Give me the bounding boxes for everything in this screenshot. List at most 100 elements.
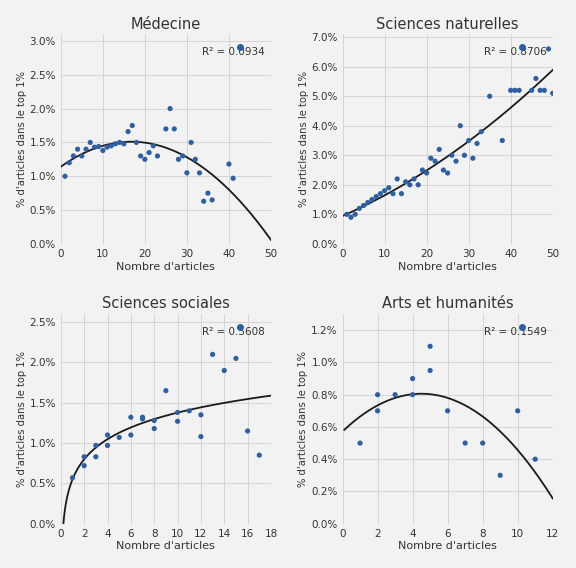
Point <box>187 138 196 147</box>
Point <box>435 145 444 154</box>
Point <box>132 138 141 147</box>
Point <box>452 157 461 166</box>
Point <box>351 210 360 219</box>
Point <box>243 427 252 436</box>
Point <box>485 91 494 101</box>
Point <box>527 86 536 95</box>
Point <box>548 89 558 98</box>
Point <box>182 168 191 177</box>
Y-axis label: % d'articles dans le top 1%: % d'articles dans le top 1% <box>298 71 309 207</box>
Point <box>530 454 540 463</box>
Title: Sciences sociales: Sciences sociales <box>102 296 230 311</box>
Point <box>123 127 132 136</box>
Point <box>372 192 381 201</box>
Point <box>422 169 431 178</box>
Point <box>367 195 377 204</box>
Title: Médecine: Médecine <box>131 16 201 32</box>
Point <box>98 146 108 155</box>
Point <box>195 168 204 177</box>
Point <box>373 390 382 399</box>
X-axis label: Nombre d'articles: Nombre d'articles <box>398 541 497 552</box>
Point <box>461 438 470 448</box>
Point <box>443 406 452 415</box>
Point <box>107 141 116 151</box>
Point <box>191 155 200 164</box>
Point <box>359 201 368 210</box>
Point <box>477 127 486 136</box>
Point <box>119 139 128 148</box>
Point <box>77 152 86 161</box>
Point <box>150 416 159 425</box>
Point <box>346 213 355 222</box>
Point <box>426 366 435 375</box>
Point <box>495 471 505 480</box>
Point <box>199 197 209 206</box>
Point <box>60 172 70 181</box>
Point <box>91 441 100 450</box>
Point <box>138 413 147 422</box>
Point <box>373 406 382 415</box>
X-axis label: Nombre d'articles: Nombre d'articles <box>116 261 215 272</box>
Point <box>540 86 549 95</box>
Point <box>380 186 389 195</box>
Point <box>460 151 469 160</box>
Point <box>388 189 397 198</box>
Point <box>138 414 147 423</box>
Point <box>355 204 364 213</box>
Point <box>115 433 124 442</box>
Text: R² = 0.5608: R² = 0.5608 <box>202 327 264 337</box>
Point <box>79 452 89 461</box>
Point <box>408 390 417 399</box>
Point <box>531 74 540 83</box>
Point <box>128 121 137 130</box>
Point <box>91 452 100 461</box>
Point <box>69 152 78 161</box>
Point <box>79 461 89 470</box>
Point <box>86 138 95 147</box>
Point <box>401 177 410 186</box>
Point <box>426 342 435 351</box>
Point <box>536 86 545 95</box>
Point <box>161 124 170 133</box>
Point <box>426 154 435 163</box>
Point <box>363 198 372 207</box>
Point <box>81 145 90 154</box>
Point <box>430 157 439 166</box>
Title: Sciences naturelles: Sciences naturelles <box>376 16 519 32</box>
Point <box>103 143 112 152</box>
Point <box>224 160 233 169</box>
Point <box>384 183 393 193</box>
Point <box>405 180 414 189</box>
Point <box>161 386 170 395</box>
Point <box>174 155 183 164</box>
Point <box>126 413 135 422</box>
Y-axis label: % d'articles dans le top 1%: % d'articles dans le top 1% <box>17 71 26 207</box>
Point <box>203 189 213 198</box>
Point <box>439 165 448 174</box>
Point <box>111 139 120 148</box>
Y-axis label: % d'articles dans le top 1%: % d'articles dans le top 1% <box>17 351 26 487</box>
Point <box>393 174 402 183</box>
Point <box>342 210 351 219</box>
Point <box>208 350 217 359</box>
Point <box>103 441 112 450</box>
Point <box>196 410 206 419</box>
Y-axis label: % d'articles dans le top 1%: % d'articles dans le top 1% <box>298 351 308 487</box>
Point <box>232 354 241 363</box>
Point <box>90 143 99 152</box>
Point <box>149 141 158 151</box>
Point <box>73 145 82 154</box>
Point <box>447 151 456 160</box>
Point <box>255 450 264 460</box>
Point <box>196 432 206 441</box>
Point <box>173 408 182 417</box>
Point <box>150 424 159 433</box>
Point <box>145 148 154 157</box>
Point <box>391 390 400 399</box>
Point <box>472 139 482 148</box>
Point <box>443 169 452 178</box>
Point <box>513 406 522 415</box>
Text: R² = 0.8706: R² = 0.8706 <box>484 47 547 57</box>
Point <box>418 165 427 174</box>
Point <box>103 431 112 440</box>
